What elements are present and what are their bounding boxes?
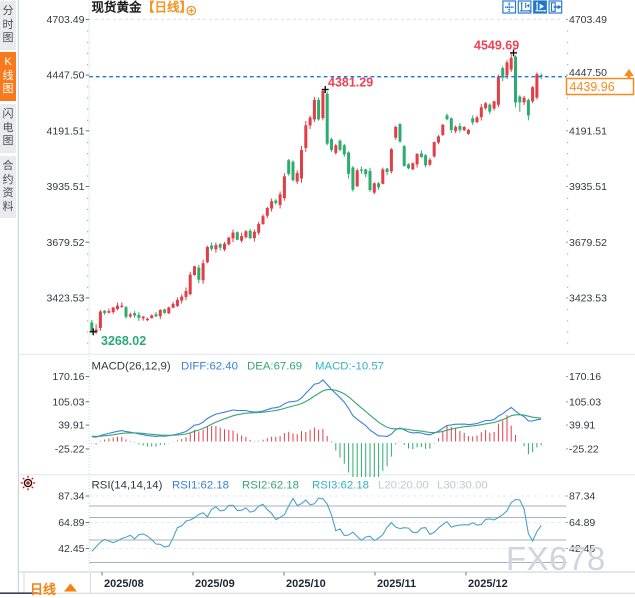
svg-text:4703.49: 4703.49 — [47, 14, 85, 26]
svg-text:-25.22: -25.22 — [55, 444, 85, 456]
svg-text:2025/12: 2025/12 — [468, 578, 508, 590]
svg-text:105.03: 105.03 — [569, 396, 601, 408]
svg-text:RSI(14,14,14): RSI(14,14,14) — [92, 480, 163, 492]
svg-text:4191.51: 4191.51 — [47, 125, 85, 137]
svg-text:L30:30.00: L30:30.00 — [437, 480, 488, 492]
svg-text:2025/11: 2025/11 — [377, 578, 416, 590]
svg-text:105.03: 105.03 — [52, 396, 84, 408]
svg-text:2025/10: 2025/10 — [286, 578, 326, 590]
svg-text:FX678: FX678 — [506, 540, 606, 577]
svg-text:4703.49: 4703.49 — [569, 14, 607, 26]
svg-text:42.45: 42.45 — [569, 543, 595, 555]
svg-text:39.91: 39.91 — [569, 420, 595, 432]
svg-text:3935.51: 3935.51 — [569, 181, 607, 193]
svg-text:4447.50: 4447.50 — [569, 67, 607, 79]
svg-text:170.16: 170.16 — [52, 371, 84, 383]
svg-text:4439.96: 4439.96 — [570, 80, 615, 94]
svg-text:3423.53: 3423.53 — [569, 293, 607, 305]
svg-text:4549.69: 4549.69 — [474, 39, 519, 53]
svg-text:64.89: 64.89 — [58, 517, 84, 529]
svg-text:DEA:67.69: DEA:67.69 — [247, 361, 302, 373]
svg-text:RSI2:62.18: RSI2:62.18 — [242, 480, 299, 492]
svg-text:170.16: 170.16 — [569, 371, 601, 383]
svg-text:RSI1:62.18: RSI1:62.18 — [172, 480, 229, 492]
svg-text:39.91: 39.91 — [58, 420, 84, 432]
svg-text:4381.29: 4381.29 — [328, 76, 373, 90]
svg-text:42.45: 42.45 — [58, 543, 84, 555]
svg-text:L20:20.00: L20:20.00 — [378, 480, 429, 492]
svg-text:3679.52: 3679.52 — [569, 237, 607, 249]
svg-text:87.34: 87.34 — [569, 491, 595, 503]
svg-text:DIFF:62.40: DIFF:62.40 — [181, 361, 238, 373]
svg-text:MACD:-10.57: MACD:-10.57 — [315, 361, 384, 373]
svg-text:RSI3:62.18: RSI3:62.18 — [312, 480, 369, 492]
svg-text:MACD(26,12,9): MACD(26,12,9) — [92, 361, 171, 373]
svg-text:2025/08: 2025/08 — [104, 578, 144, 590]
svg-text:3423.53: 3423.53 — [47, 293, 85, 305]
svg-text:64.89: 64.89 — [569, 517, 595, 529]
svg-text:2025/09: 2025/09 — [195, 578, 235, 590]
svg-text:现货黄金: 现货黄金 — [92, 0, 143, 15]
svg-text:3935.51: 3935.51 — [47, 181, 85, 193]
svg-text:4447.50: 4447.50 — [47, 70, 85, 82]
svg-text:3268.02: 3268.02 — [101, 334, 146, 348]
svg-text:3679.52: 3679.52 — [47, 237, 85, 249]
svg-text:-25.22: -25.22 — [569, 444, 599, 456]
svg-text:87.34: 87.34 — [58, 491, 84, 503]
svg-text:【日线】: 【日线】 — [142, 0, 192, 15]
svg-text:4191.51: 4191.51 — [569, 125, 607, 137]
